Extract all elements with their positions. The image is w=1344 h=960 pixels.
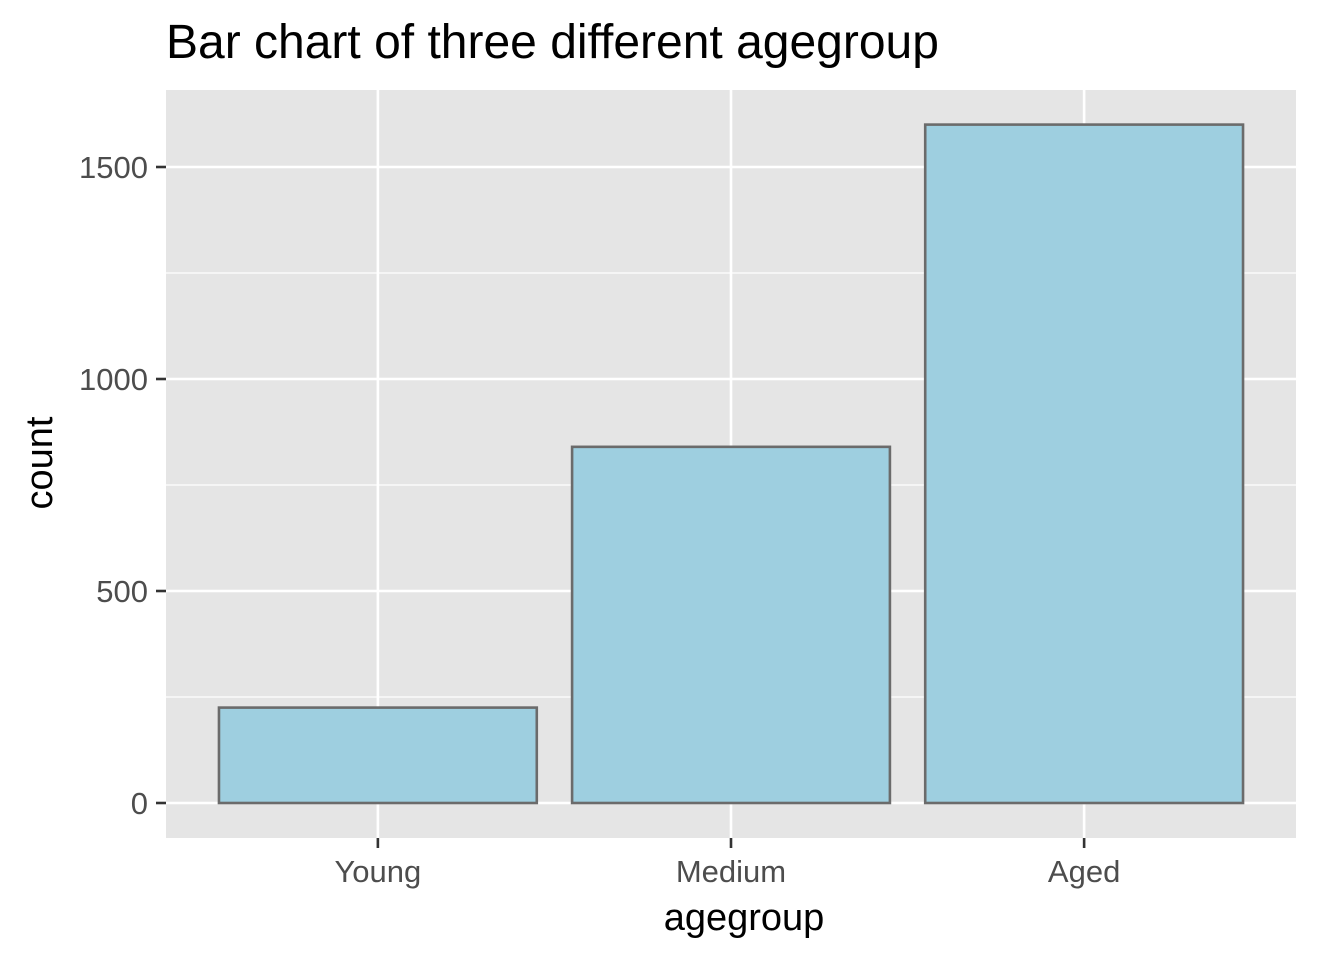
x-tick-label: Medium	[676, 854, 786, 889]
y-tick-label: 1000	[79, 362, 148, 397]
chart-title: Bar chart of three different agegroup	[166, 16, 939, 69]
bar-aged	[923, 123, 1245, 805]
y-tick-label: 500	[96, 574, 148, 609]
bars	[217, 123, 1245, 805]
bar-young	[217, 706, 539, 805]
axes: 0 500 1000 1500 Young Medium Aged	[79, 150, 1120, 889]
bar-medium	[570, 445, 892, 805]
x-tick-label: Aged	[1048, 854, 1120, 889]
y-axis-title: count	[19, 416, 61, 509]
y-tick-label: 1500	[79, 150, 148, 185]
x-tick-label: Young	[334, 854, 421, 889]
y-tick-label: 0	[131, 786, 148, 821]
x-axis-title: agegroup	[664, 897, 825, 939]
